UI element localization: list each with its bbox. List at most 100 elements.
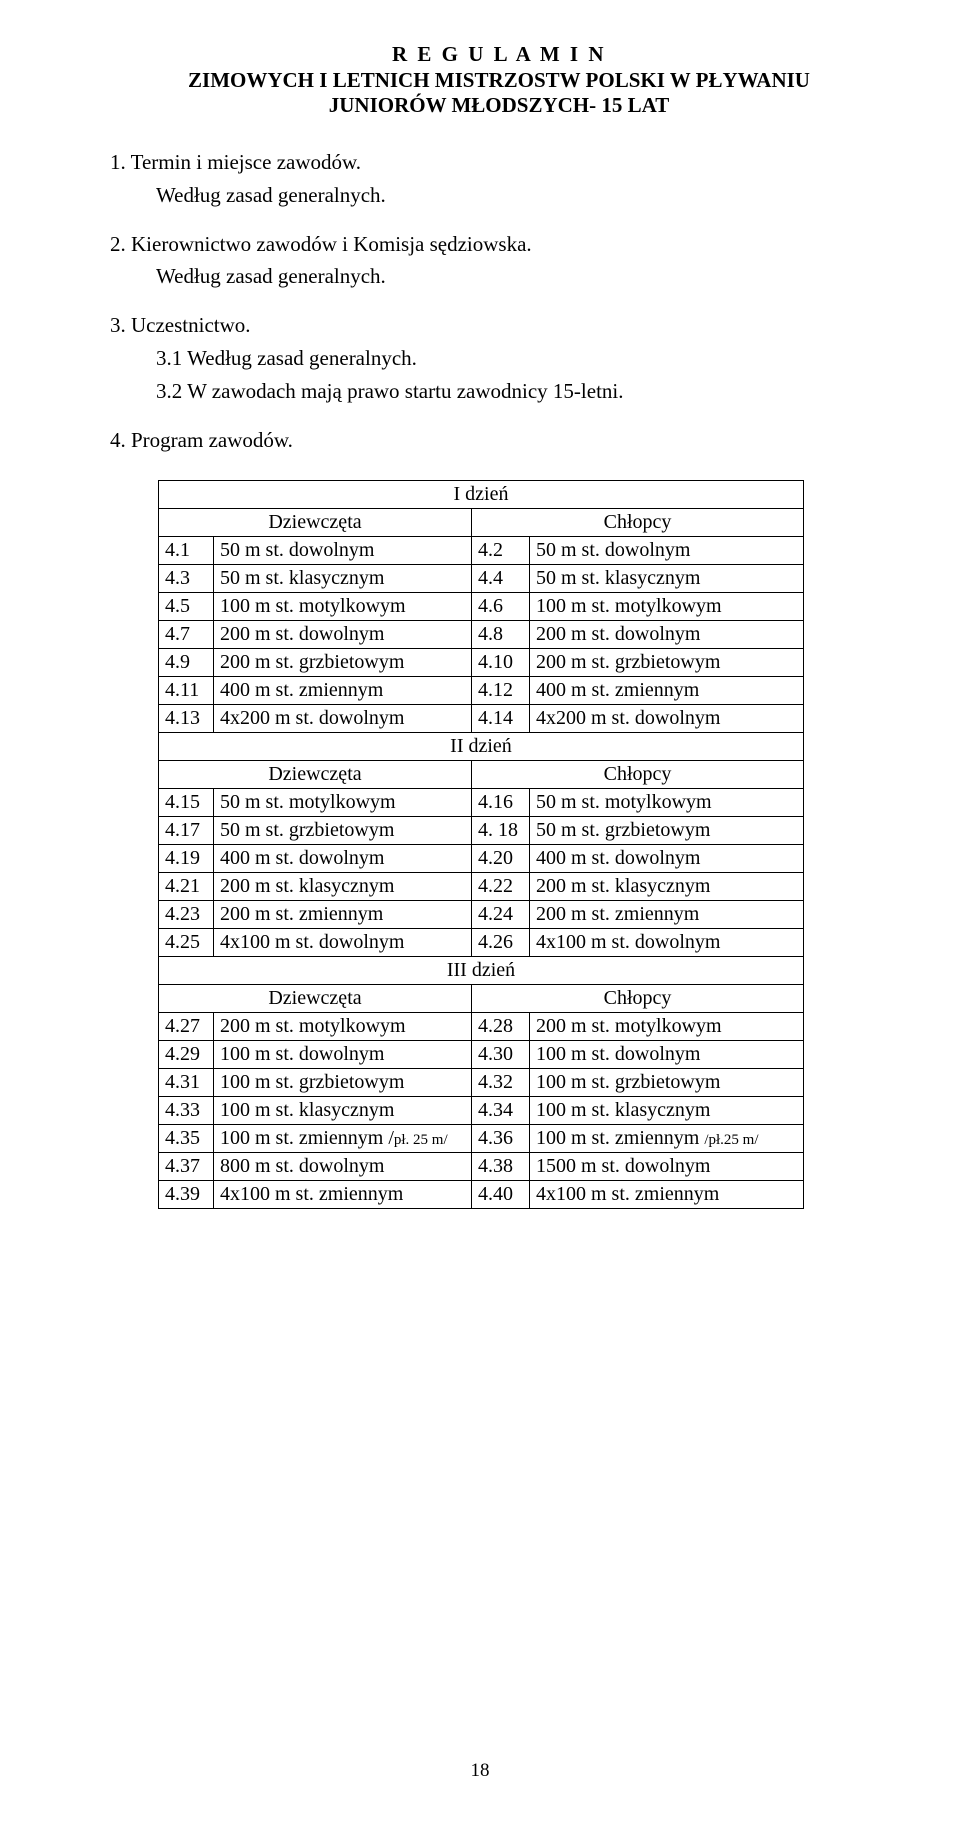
event-number-right: 4.16 [472, 788, 530, 816]
event-name-right: 100 m st. zmiennym /pł.25 m/ [530, 1124, 804, 1152]
event-number-left: 4.3 [159, 564, 214, 592]
event-name-left: 50 m st. dowolnym [214, 536, 472, 564]
section-3-heading: 3. Uczestnictwo. [110, 312, 888, 339]
table-row: 4.29100 m st. dowolnym4.30100 m st. dowo… [159, 1040, 804, 1068]
table-row: 4.33100 m st. klasycznym4.34100 m st. kl… [159, 1096, 804, 1124]
event-name-left: 400 m st. zmiennym [214, 676, 472, 704]
event-number-left: 4.21 [159, 872, 214, 900]
event-number-right: 4.36 [472, 1124, 530, 1152]
day-header: III dzień [159, 956, 804, 984]
event-number-left: 4.9 [159, 648, 214, 676]
event-name-left: 200 m st. grzbietowym [214, 648, 472, 676]
event-name-left: 200 m st. zmiennym [214, 900, 472, 928]
event-name-right: 200 m st. zmiennym [530, 900, 804, 928]
event-name-right: 50 m st. dowolnym [530, 536, 804, 564]
event-name-right: 100 m st. dowolnym [530, 1040, 804, 1068]
table-row: 4.1550 m st. motylkowym4.1650 m st. moty… [159, 788, 804, 816]
table-row: 4.23200 m st. zmiennym4.24200 m st. zmie… [159, 900, 804, 928]
event-number-right: 4.6 [472, 592, 530, 620]
event-name-left: 50 m st. grzbietowym [214, 816, 472, 844]
event-number-left: 4.35 [159, 1124, 214, 1152]
event-number-right: 4. 18 [472, 816, 530, 844]
event-name-right-suffix: /pł.25 m/ [704, 1132, 758, 1148]
event-name-right: 400 m st. zmiennym [530, 676, 804, 704]
event-number-left: 4.33 [159, 1096, 214, 1124]
boys-header: Chłopcy [472, 984, 804, 1012]
event-number-right: 4.38 [472, 1152, 530, 1180]
table-row: 4.150 m st. dowolnym4.250 m st. dowolnym [159, 536, 804, 564]
event-name-left: 100 m st. grzbietowym [214, 1068, 472, 1096]
section-4-heading: 4. Program zawodów. [110, 427, 888, 454]
event-name-right: 400 m st. dowolnym [530, 844, 804, 872]
table-row: 4.37800 m st. dowolnym4.381500 m st. dow… [159, 1152, 804, 1180]
event-number-left: 4.1 [159, 536, 214, 564]
table-row: 4.11400 m st. zmiennym4.12400 m st. zmie… [159, 676, 804, 704]
title-line-3: JUNIORÓW MŁODSZYCH- 15 LAT [110, 93, 888, 119]
event-name-left: 50 m st. motylkowym [214, 788, 472, 816]
event-number-right: 4.32 [472, 1068, 530, 1096]
boys-header: Chłopcy [472, 760, 804, 788]
boys-header: Chłopcy [472, 508, 804, 536]
girls-header: Dziewczęta [159, 508, 472, 536]
event-name-right: 4x100 m st. dowolnym [530, 928, 804, 956]
document-page: R E G U L A M I N ZIMOWYCH I LETNICH MIS… [0, 0, 960, 1209]
event-name-left: 100 m st. zmiennym /pł. 25 m/ [214, 1124, 472, 1152]
event-number-right: 4.10 [472, 648, 530, 676]
event-name-right: 100 m st. grzbietowym [530, 1068, 804, 1096]
event-number-right: 4.12 [472, 676, 530, 704]
section-1-body: Według zasad generalnych. [156, 182, 888, 209]
title-line-2: ZIMOWYCH I LETNICH MISTRZOSTW POLSKI W P… [110, 68, 888, 94]
section-2-body: Według zasad generalnych. [156, 263, 888, 290]
section-1-heading: 1. Termin i miejsce zawodów. [110, 149, 888, 176]
table-row: 4.1750 m st. grzbietowym4. 1850 m st. gr… [159, 816, 804, 844]
schedule-table: I dzieńDziewczętaChłopcy4.150 m st. dowo… [158, 480, 804, 1209]
document-title: R E G U L A M I N ZIMOWYCH I LETNICH MIS… [110, 42, 888, 119]
event-number-left: 4.27 [159, 1012, 214, 1040]
event-number-left: 4.31 [159, 1068, 214, 1096]
event-name-left: 100 m st. motylkowym [214, 592, 472, 620]
event-number-right: 4.20 [472, 844, 530, 872]
section-3-2: 3.2 W zawodach mają prawo startu zawodni… [156, 378, 888, 405]
event-name-left: 100 m st. klasycznym [214, 1096, 472, 1124]
event-name-right: 50 m st. motylkowym [530, 788, 804, 816]
table-row: 4.5100 m st. motylkowym4.6100 m st. moty… [159, 592, 804, 620]
event-name-left: 4x100 m st. zmiennym [214, 1180, 472, 1208]
event-name-right: 4x100 m st. zmiennym [530, 1180, 804, 1208]
event-name-right: 200 m st. grzbietowym [530, 648, 804, 676]
event-name-left: 50 m st. klasycznym [214, 564, 472, 592]
day-header: I dzień [159, 480, 804, 508]
table-row: 4.394x100 m st. zmiennym4.404x100 m st. … [159, 1180, 804, 1208]
day-header: II dzień [159, 732, 804, 760]
table-row: 4.350 m st. klasycznym4.450 m st. klasyc… [159, 564, 804, 592]
table-row: 4.7200 m st. dowolnym4.8200 m st. dowoln… [159, 620, 804, 648]
event-number-right: 4.24 [472, 900, 530, 928]
table-row: 4.9200 m st. grzbietowym4.10200 m st. gr… [159, 648, 804, 676]
table-row: 4.31100 m st. grzbietowym4.32100 m st. g… [159, 1068, 804, 1096]
event-name-left: 4x100 m st. dowolnym [214, 928, 472, 956]
event-name-left: 400 m st. dowolnym [214, 844, 472, 872]
event-name-left: 200 m st. klasycznym [214, 872, 472, 900]
event-number-right: 4.26 [472, 928, 530, 956]
event-name-right: 50 m st. grzbietowym [530, 816, 804, 844]
table-row: 4.21200 m st. klasycznym4.22200 m st. kl… [159, 872, 804, 900]
event-name-right: 1500 m st. dowolnym [530, 1152, 804, 1180]
girls-header: Dziewczęta [159, 984, 472, 1012]
event-number-left: 4.17 [159, 816, 214, 844]
event-number-right: 4.4 [472, 564, 530, 592]
event-number-left: 4.13 [159, 704, 214, 732]
event-name-left: 100 m st. dowolnym [214, 1040, 472, 1068]
event-number-left: 4.7 [159, 620, 214, 648]
event-name-right: 100 m st. motylkowym [530, 592, 804, 620]
section-3-1: 3.1 Według zasad generalnych. [156, 345, 888, 372]
event-number-right: 4.40 [472, 1180, 530, 1208]
event-number-left: 4.23 [159, 900, 214, 928]
event-name-left: 4x200 m st. dowolnym [214, 704, 472, 732]
table-row: 4.19400 m st. dowolnym4.20400 m st. dowo… [159, 844, 804, 872]
event-number-left: 4.19 [159, 844, 214, 872]
event-name-left: 800 m st. dowolnym [214, 1152, 472, 1180]
event-number-right: 4.14 [472, 704, 530, 732]
event-number-right: 4.30 [472, 1040, 530, 1068]
event-name-right: 200 m st. motylkowym [530, 1012, 804, 1040]
event-number-left: 4.29 [159, 1040, 214, 1068]
table-row: 4.27200 m st. motylkowym4.28200 m st. mo… [159, 1012, 804, 1040]
